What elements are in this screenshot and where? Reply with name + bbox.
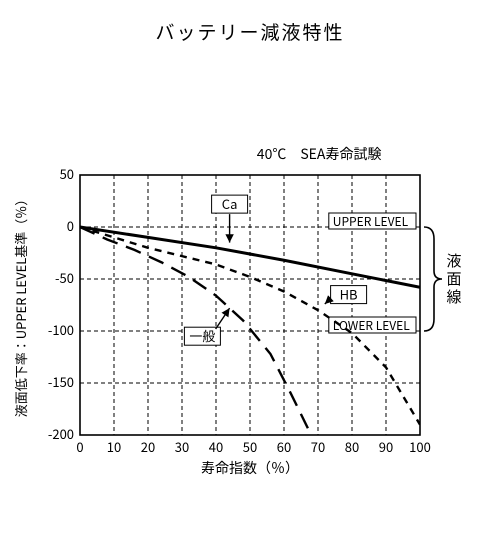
- chart-svg: 40℃ SEA寿命試験 0 10 20 30 40 50 60 70 80 90 100 50 0 -50 -…: [0, 45, 500, 545]
- xtick-label: 60: [277, 437, 291, 456]
- xtick-label: 10: [107, 437, 121, 456]
- xtick-label: 100: [409, 437, 431, 456]
- x-axis-label: 寿命指数（％）: [201, 458, 299, 478]
- lower-level-label: LOWER LEVEL: [333, 317, 410, 334]
- label-HB: HB: [340, 285, 358, 304]
- xtick-label: 90: [379, 437, 393, 456]
- ytick-label: 0: [67, 216, 74, 235]
- brace-icon: [424, 227, 442, 331]
- header-note: 40℃ SEA寿命試験: [257, 144, 382, 164]
- xtick-label: 40: [209, 437, 223, 456]
- xtick-label: 80: [345, 437, 359, 456]
- ytick-label: -50: [55, 268, 74, 287]
- xtick-label: 50: [243, 437, 257, 456]
- xtick-label: 70: [311, 437, 325, 456]
- label-Ca: Ca: [222, 194, 238, 213]
- xtick-label: 0: [76, 437, 83, 456]
- chart-title: バッテリー減液特性: [0, 0, 500, 45]
- figure: バッテリー減液特性 40℃ SEA寿命試験 0 10 20 30 40 50 60 70 80 90…: [0, 0, 500, 500]
- upper-level-label: UPPER LEVEL: [333, 213, 409, 230]
- label-general: 一般: [189, 326, 215, 345]
- ytick-label: -200: [48, 424, 74, 443]
- side-label: 線: [446, 286, 461, 307]
- xtick-label: 20: [141, 437, 155, 456]
- y-axis-label: 液面低下率：UPPER LEVEL基準（％）: [11, 193, 30, 418]
- ytick-label: -150: [48, 372, 74, 391]
- ytick-label: 50: [60, 164, 74, 183]
- xtick-label: 30: [175, 437, 189, 456]
- ytick-label: -100: [48, 320, 74, 339]
